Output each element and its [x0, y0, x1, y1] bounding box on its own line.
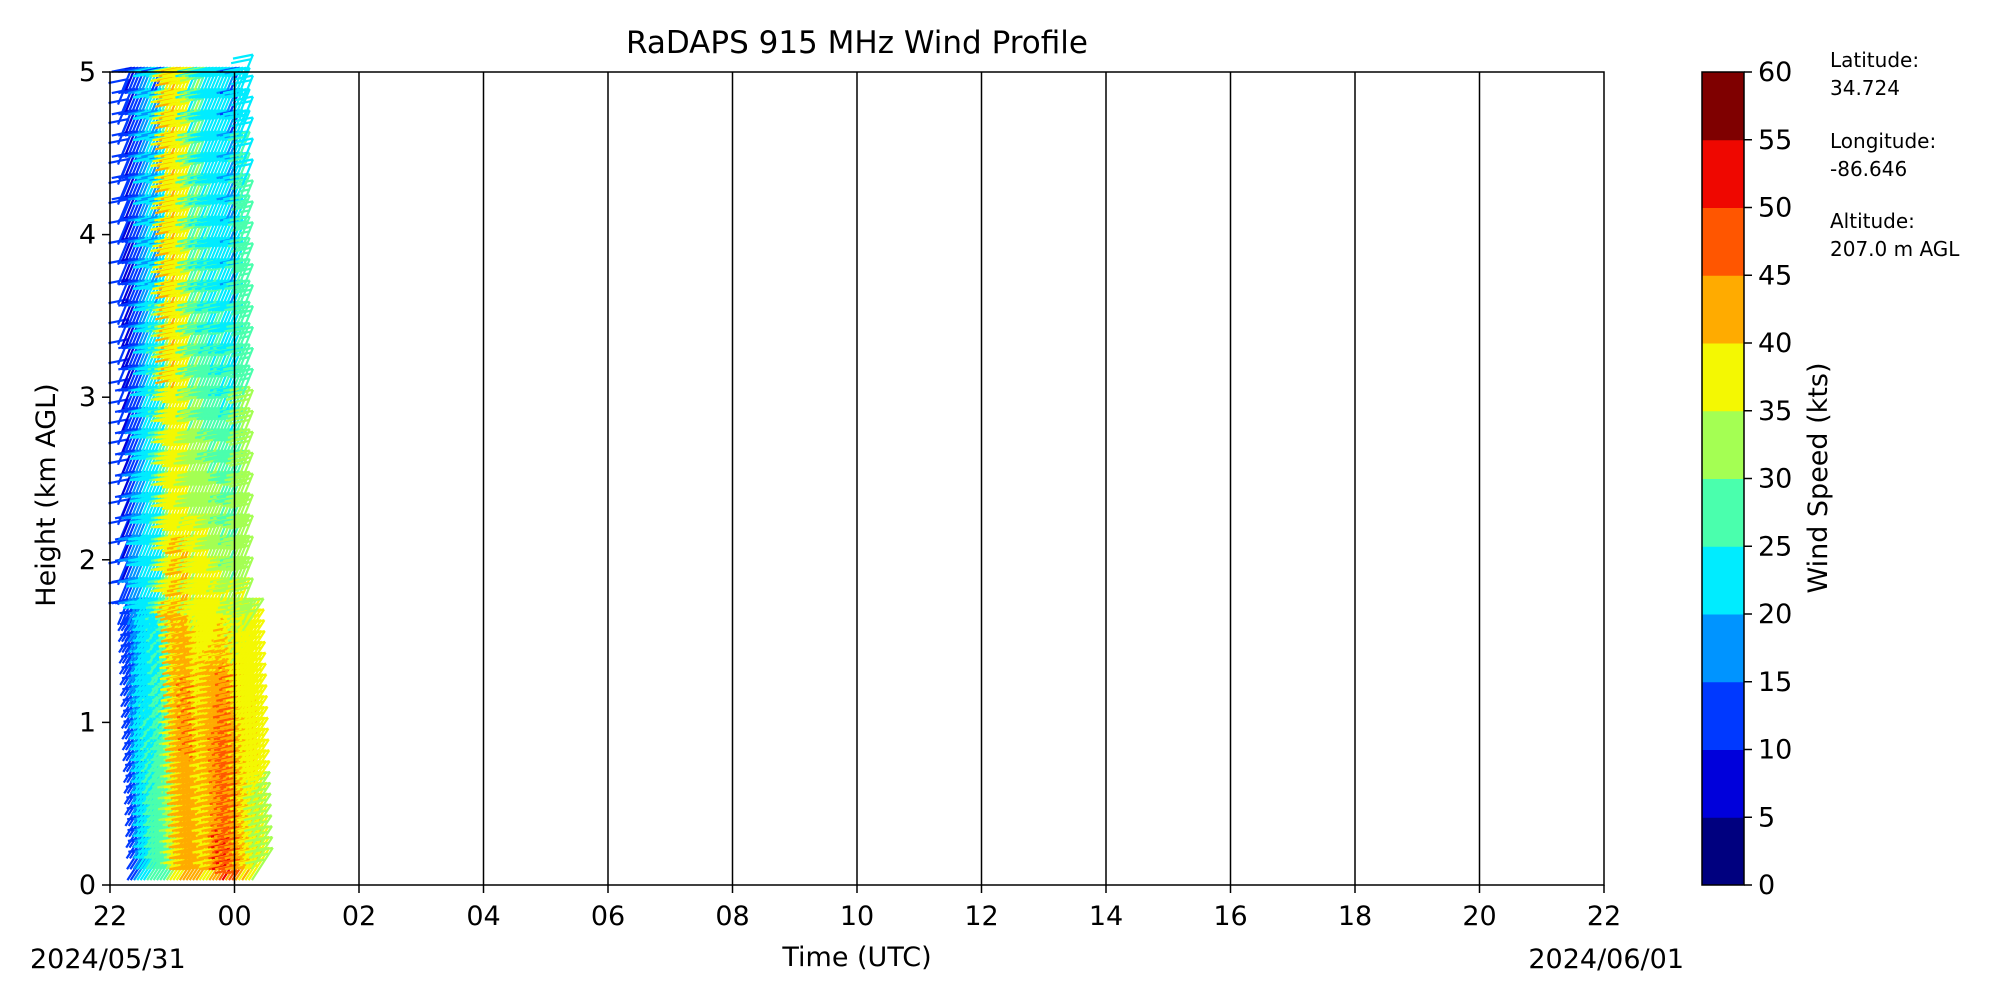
- wind-barb-shaft: [116, 178, 130, 206]
- wind-barb-flag: [108, 77, 129, 85]
- wind-barb-shaft: [116, 218, 130, 246]
- wind-barb-shaft: [116, 518, 130, 546]
- wind-barb-shaft: [116, 238, 130, 266]
- wind-barbs-layer: [108, 53, 274, 881]
